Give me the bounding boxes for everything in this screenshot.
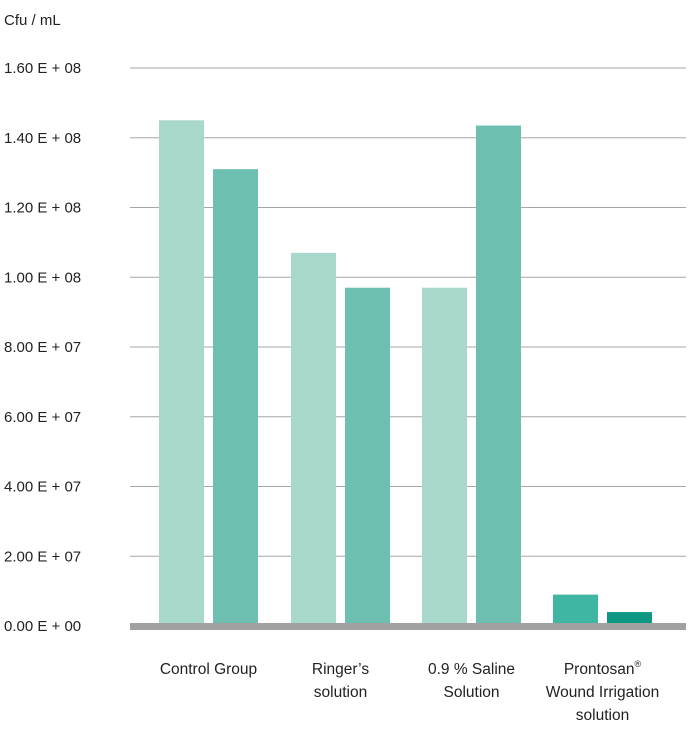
y-tick-label: 1.20 E + 08: [4, 200, 81, 217]
bar: [476, 125, 521, 626]
bar: [291, 252, 336, 626]
bar: [213, 169, 258, 626]
y-tick-label: 8.00 E + 07: [4, 339, 81, 356]
category-labels: Control Group Ringer’s solution 0.9 % Salin…: [160, 659, 659, 724]
category-label: 0.9 % Saline: [428, 661, 515, 678]
registered-mark: ®: [635, 659, 642, 669]
bar: [159, 120, 204, 626]
y-axis-unit-label: Cfu / mL: [4, 12, 61, 29]
y-tick-label: 6.00 E + 07: [4, 409, 81, 426]
bars: [159, 120, 652, 626]
y-tick-labels: 0.00 E + 00 2.00 E + 07 4.00 E + 07 6.00 E …: [4, 60, 81, 635]
category-label: Solution: [443, 684, 499, 701]
bar: [345, 287, 390, 626]
category-label: solution: [576, 707, 629, 724]
y-tick-label: 1.40 E + 08: [4, 130, 81, 147]
category-label: Prontosan®: [564, 659, 642, 678]
category-label: Wound Irrigation: [546, 684, 659, 701]
baseline: [130, 623, 686, 630]
category-label: Ringer’s: [312, 661, 369, 678]
bar: [607, 612, 652, 626]
category-label: Control Group: [160, 661, 257, 678]
x-axis-baseline: [130, 623, 686, 630]
y-tick-label: 4.00 E + 07: [4, 479, 81, 496]
category-label: solution: [314, 684, 367, 701]
y-tick-label: 1.00 E + 08: [4, 269, 81, 286]
y-tick-label: 0.00 E + 00: [4, 618, 81, 635]
y-tick-label: 2.00 E + 07: [4, 548, 81, 565]
y-tick-label: 1.60 E + 08: [4, 60, 81, 77]
bar: [553, 594, 598, 626]
bar: [422, 287, 467, 626]
